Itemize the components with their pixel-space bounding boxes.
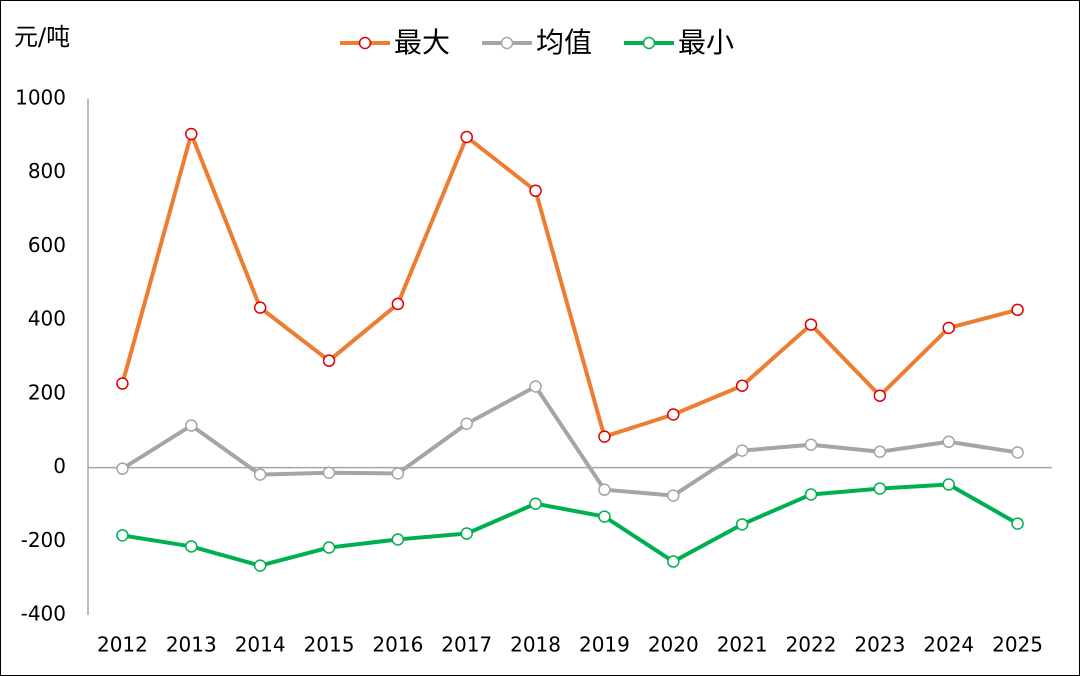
marker xyxy=(391,297,405,311)
x-tick-label: 2013 xyxy=(166,633,217,657)
marker xyxy=(667,555,680,568)
marker xyxy=(322,541,336,554)
marker xyxy=(529,497,542,510)
line-series xyxy=(122,482,1019,568)
y-tick-label: 0 xyxy=(53,454,66,478)
marker xyxy=(942,321,955,335)
marker xyxy=(667,408,680,421)
marker xyxy=(391,533,405,546)
x-tick-label: 2014 xyxy=(235,633,286,657)
marker xyxy=(735,518,749,531)
marker xyxy=(116,462,129,475)
x-tick-label: 2024 xyxy=(923,633,974,657)
marker xyxy=(253,559,267,572)
marker xyxy=(391,467,405,480)
x-tick-label: 2021 xyxy=(717,633,768,657)
marker xyxy=(942,478,955,491)
marker xyxy=(873,445,887,458)
legend-marker xyxy=(500,36,514,50)
x-tick-label: 2020 xyxy=(648,633,699,657)
marker xyxy=(185,419,198,432)
marker xyxy=(529,184,542,198)
marker xyxy=(873,482,887,495)
marker xyxy=(253,468,267,481)
line-series xyxy=(120,132,1019,439)
y-axis-label: 元/吨 xyxy=(14,23,70,51)
marker xyxy=(804,488,818,501)
y-tick-label: 800 xyxy=(28,159,66,183)
y-tick-label: 400 xyxy=(28,307,66,331)
x-tick-label: 2023 xyxy=(854,633,905,657)
marker xyxy=(804,438,818,451)
marker xyxy=(322,466,336,479)
legend-label: 最大 xyxy=(394,26,450,59)
marker xyxy=(529,380,542,393)
legend-label: 最小 xyxy=(678,26,734,59)
x-tick-label: 2016 xyxy=(372,633,423,657)
legend-marker xyxy=(358,36,372,50)
x-tick-label: 2012 xyxy=(97,633,148,657)
marker xyxy=(1011,303,1024,317)
x-tick-label: 2018 xyxy=(510,633,561,657)
x-tick-label: 2019 xyxy=(579,633,630,657)
marker xyxy=(598,483,611,496)
x-tick-label: 2017 xyxy=(441,633,492,657)
marker xyxy=(460,417,473,430)
marker xyxy=(253,301,267,314)
x-tick-label: 2025 xyxy=(992,633,1043,657)
marker xyxy=(667,489,680,502)
x-tick-label: 2015 xyxy=(304,633,355,657)
marker xyxy=(116,377,129,390)
marker xyxy=(804,318,818,331)
y-tick-label: -400 xyxy=(21,602,66,626)
y-tick-label: 600 xyxy=(28,233,66,257)
marker xyxy=(873,389,887,402)
line-series xyxy=(121,384,1018,498)
y-tick-label: -200 xyxy=(21,528,66,552)
marker xyxy=(598,430,611,443)
marker xyxy=(185,540,198,553)
x-tick-label: 2022 xyxy=(786,633,837,657)
marker xyxy=(460,130,473,144)
marker xyxy=(735,444,749,457)
marker xyxy=(942,435,955,449)
marker xyxy=(116,529,129,542)
marker xyxy=(1011,517,1024,530)
marker xyxy=(598,510,611,523)
y-tick-label: 1000 xyxy=(15,86,66,110)
y-tick-label: 200 xyxy=(28,380,66,404)
marker xyxy=(735,379,749,392)
marker xyxy=(322,354,336,367)
marker xyxy=(1011,446,1024,459)
legend-label: 均值 xyxy=(536,26,592,59)
marker xyxy=(185,127,198,141)
legend-marker xyxy=(642,36,656,50)
marker xyxy=(460,527,473,540)
